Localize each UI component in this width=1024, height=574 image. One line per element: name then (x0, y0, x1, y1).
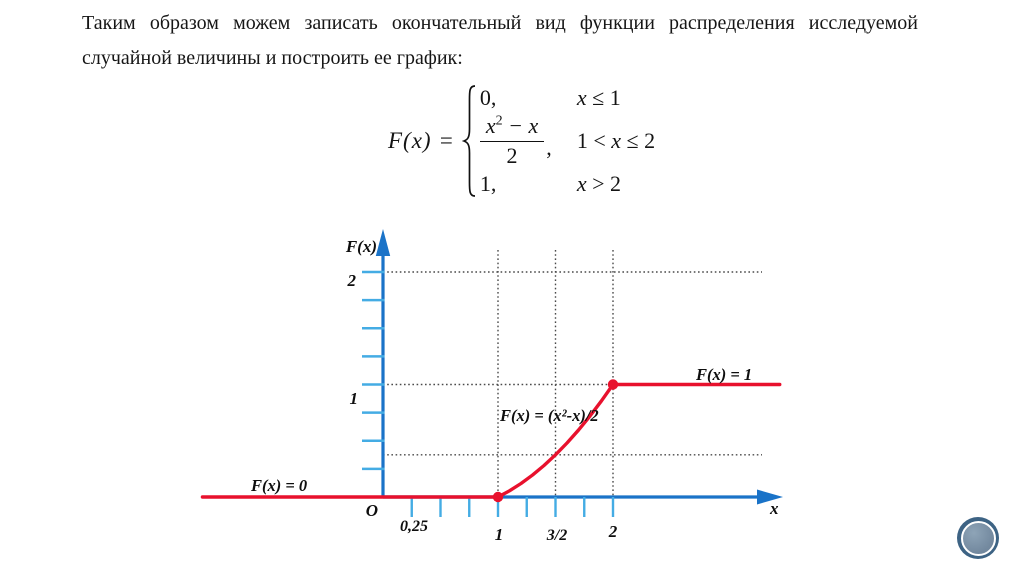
piecewise-formula: F(x) = 0, x ≤ 1 x2 − x 2 , 1 < x ≤ 2 (388, 84, 655, 198)
case-1-condition: x ≤ 1 (576, 85, 621, 110)
segment-label-curve: F(x) = (x²-x)/2 (499, 406, 599, 425)
x-tick-label-1: 1 (495, 525, 504, 544)
fraction-comma: , (546, 135, 552, 160)
case-2-value: x2 − x 2 , (479, 113, 577, 169)
case-1-value: 0, (479, 85, 497, 110)
origin-label: O (366, 501, 378, 520)
slide-paragraph: Таким образом можем записать окончательн… (82, 6, 918, 76)
case-row-2: x2 − x 2 , 1 < x ≤ 2 (479, 113, 656, 169)
x-tick-label-025: 0,25 (400, 518, 428, 535)
y-tick-label-2: 2 (347, 271, 357, 290)
fraction-denominator: 2 (479, 141, 545, 169)
plot-lines (200, 229, 783, 517)
x-tick-label-32: 3/2 (546, 527, 567, 544)
fraction: x2 − x 2 (479, 113, 545, 169)
segment-label-zero: F(x) = 0 (250, 476, 307, 495)
formula-lhs: F(x) = (388, 128, 455, 153)
case-2-condition: 1 < x ≤ 2 (576, 128, 656, 153)
case-row-1: 0, x ≤ 1 (480, 85, 655, 111)
case-row-3: 1, x > 2 (480, 171, 655, 197)
paragraph-line-2: случайной величины и построить ее график… (82, 47, 463, 69)
formula-cases: 0, x ≤ 1 x2 − x 2 , 1 < x ≤ 2 1, x > 2 (479, 84, 656, 198)
fraction-numerator: x2 − x (485, 113, 539, 138)
paragraph-line-1: Таким образом можем записать окончательн… (82, 12, 918, 34)
curly-brace (461, 85, 475, 197)
case-3-value: 1, (479, 171, 497, 196)
x-axis-title: x (769, 499, 779, 518)
segment-label-one: F(x) = 1 (695, 365, 752, 384)
logo-badge-inner-circle (960, 520, 996, 556)
case-3-condition: x > 2 (576, 171, 622, 196)
y-axis-title: F(x) (345, 237, 377, 256)
logo-badge-icon (957, 517, 999, 559)
x-tick-label-2: 2 (608, 522, 618, 541)
y-tick-label-1: 1 (350, 389, 359, 408)
